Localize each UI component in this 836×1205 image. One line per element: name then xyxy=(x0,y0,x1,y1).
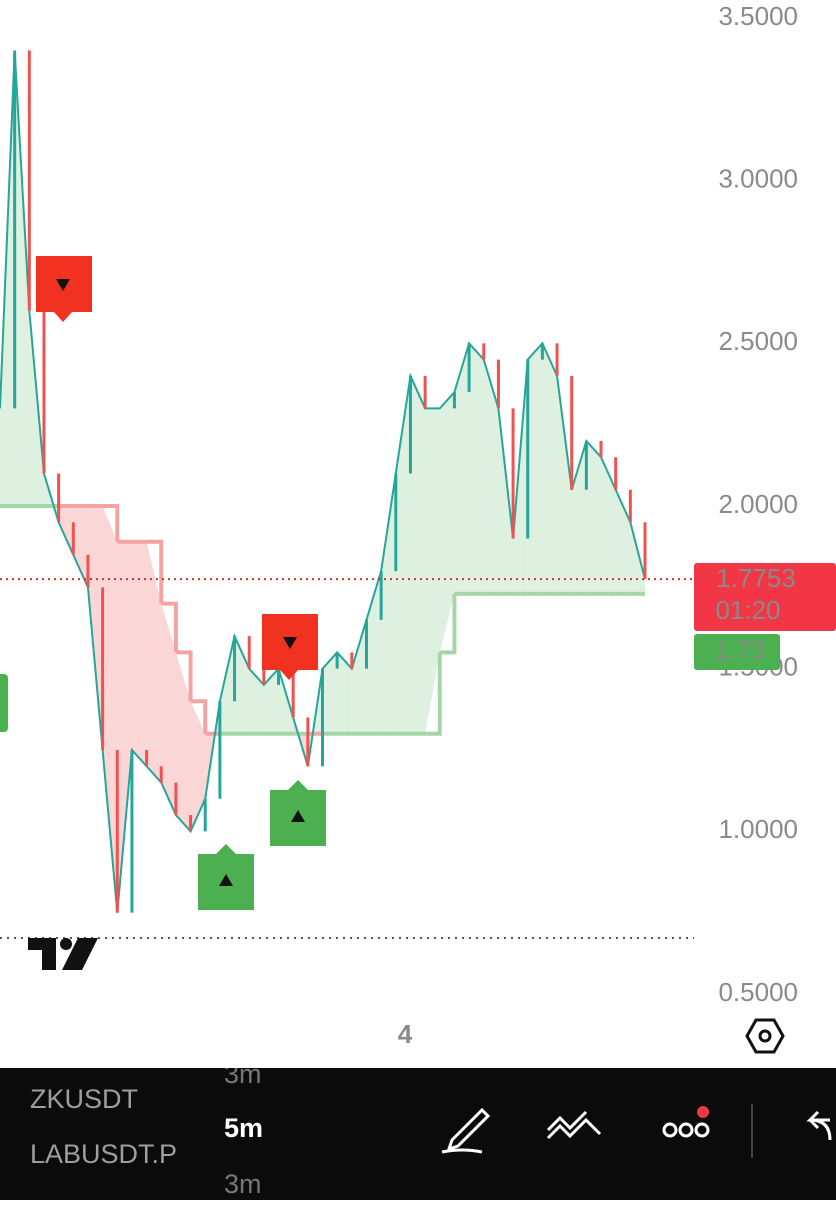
undo[interactable] xyxy=(806,1110,832,1141)
fill-band xyxy=(513,359,528,594)
sell-signal xyxy=(36,256,92,322)
edge-badge xyxy=(0,674,8,732)
symbol[interactable]: ZKUSDT xyxy=(30,1084,138,1114)
fill-band xyxy=(337,652,352,734)
date-label: 4 xyxy=(398,1019,413,1049)
stop-line xyxy=(102,504,120,542)
fill-band xyxy=(542,343,558,594)
last-price-label: 1.7753 xyxy=(716,563,796,593)
settings-icon[interactable] xyxy=(745,1018,785,1054)
fill-band xyxy=(175,652,191,832)
fill-band xyxy=(351,619,367,734)
y-tick-label: 2.5000 xyxy=(718,326,798,356)
fill-band xyxy=(439,392,455,653)
last-price-badge xyxy=(694,563,836,631)
y-tick-label: 0.5000 xyxy=(718,977,798,1007)
fill-band xyxy=(58,506,74,555)
buy-signal xyxy=(198,844,254,910)
timeframe[interactable]: 3m xyxy=(224,1169,262,1199)
fill-band xyxy=(102,506,118,913)
fill-band xyxy=(483,359,499,594)
fill-band xyxy=(234,636,250,734)
fill-band xyxy=(586,440,602,594)
countdown: 01:20 xyxy=(715,595,780,625)
fill-band xyxy=(87,506,103,750)
notification-dot xyxy=(697,1106,709,1118)
fill-band xyxy=(322,652,338,734)
fill-band xyxy=(278,668,294,734)
fill-band xyxy=(425,408,440,734)
fill-band xyxy=(249,668,264,734)
y-tick-label: 1.0000 xyxy=(718,814,798,844)
y-tick-label: 3.0000 xyxy=(718,164,798,194)
fill-band xyxy=(395,375,411,734)
stop-line xyxy=(439,593,457,655)
fill-band xyxy=(219,636,235,734)
timeframe[interactable]: 3m xyxy=(224,1059,262,1089)
stop-line xyxy=(425,652,442,736)
y-tick-label: 2.0000 xyxy=(718,489,798,519)
fill-band xyxy=(381,473,396,734)
fill-band xyxy=(263,668,279,734)
fill-band xyxy=(14,50,30,507)
fill-band xyxy=(366,571,382,734)
fill-band xyxy=(557,375,572,594)
fill-band xyxy=(498,408,514,594)
stop-line xyxy=(175,650,193,702)
fill-band xyxy=(469,343,484,594)
y-tick-label: 3.5000 xyxy=(718,1,798,31)
plot: 3.50003.00002.50002.00001.50001.00000.50… xyxy=(0,1,798,1007)
sell-signal xyxy=(262,614,318,680)
fill-band xyxy=(601,457,616,594)
more-menu[interactable] xyxy=(662,1122,710,1138)
fill-band xyxy=(131,541,147,767)
fill-band xyxy=(190,701,206,832)
draw-tool[interactable] xyxy=(441,1107,491,1154)
fill-band xyxy=(454,343,470,594)
indicator-tool[interactable] xyxy=(546,1110,602,1140)
stop-badge xyxy=(694,634,780,670)
logo xyxy=(28,938,98,970)
symbol[interactable]: LABUSDT.P xyxy=(30,1139,177,1169)
buy-signal xyxy=(270,780,326,846)
stop-line xyxy=(146,539,164,604)
fill-band xyxy=(527,343,543,594)
fill-band xyxy=(161,603,176,816)
fill-band xyxy=(73,506,88,588)
stop-line xyxy=(161,601,178,653)
fill-band xyxy=(117,541,132,913)
fill-band xyxy=(146,541,162,783)
fill-band xyxy=(410,375,426,734)
stop-label: 1.73 xyxy=(715,635,766,665)
stop-line xyxy=(190,699,208,734)
timeframe[interactable]: 5m xyxy=(224,1113,263,1143)
